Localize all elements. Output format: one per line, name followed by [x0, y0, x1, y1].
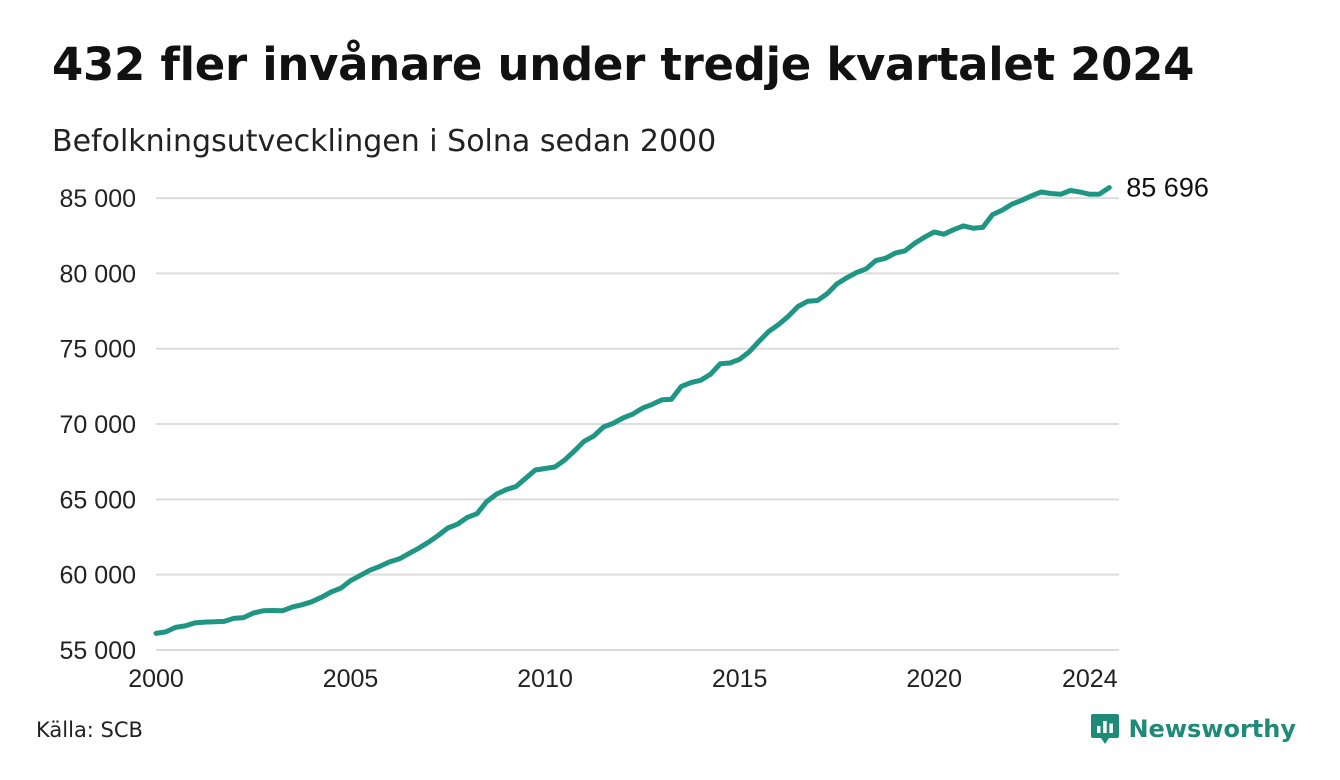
y-axis-tick-labels: 55 000 60 000 65 000 70 000 75 000 80 000 85 0… — [60, 185, 136, 665]
x-tick-label: 2010 — [517, 665, 573, 693]
x-tick-label: 2024 — [1062, 665, 1118, 693]
y-tick-label: 60 000 — [60, 562, 136, 590]
x-tick-label: 2000 — [128, 665, 184, 693]
chart-subtitle: Befolkningsutvecklingen i Solna sedan 20… — [52, 124, 717, 159]
y-tick-label: 65 000 — [60, 486, 136, 514]
brand-logo[interactable]: Newsworthy — [1090, 712, 1296, 746]
brand-name: Newsworthy — [1128, 715, 1296, 743]
y-tick-label: 85 000 — [60, 185, 136, 213]
y-tick-label: 55 000 — [60, 637, 136, 665]
y-tick-label: 80 000 — [60, 260, 136, 288]
x-tick-label: 2020 — [906, 665, 962, 693]
x-tick-label: 2015 — [712, 665, 768, 693]
y-tick-label: 70 000 — [60, 411, 136, 439]
chart-title: 432 fler invånare under tredje kvartalet… — [52, 38, 1195, 91]
x-tick-label: 2005 — [323, 665, 379, 693]
end-value-label: 85 696 — [1126, 173, 1209, 203]
x-axis-tick-labels: 2000 2005 2010 2015 2020 2024 — [128, 665, 1118, 693]
population-line-chart: 55 000 60 000 65 000 70 000 75 000 80 000 85 0… — [60, 173, 1209, 693]
series-line — [153, 185, 1112, 636]
source-note: Källa: SCB — [36, 718, 143, 742]
y-tick-label: 75 000 — [60, 336, 136, 364]
newsworthy-logo-icon — [1091, 714, 1120, 744]
gridlines — [156, 197, 1119, 651]
